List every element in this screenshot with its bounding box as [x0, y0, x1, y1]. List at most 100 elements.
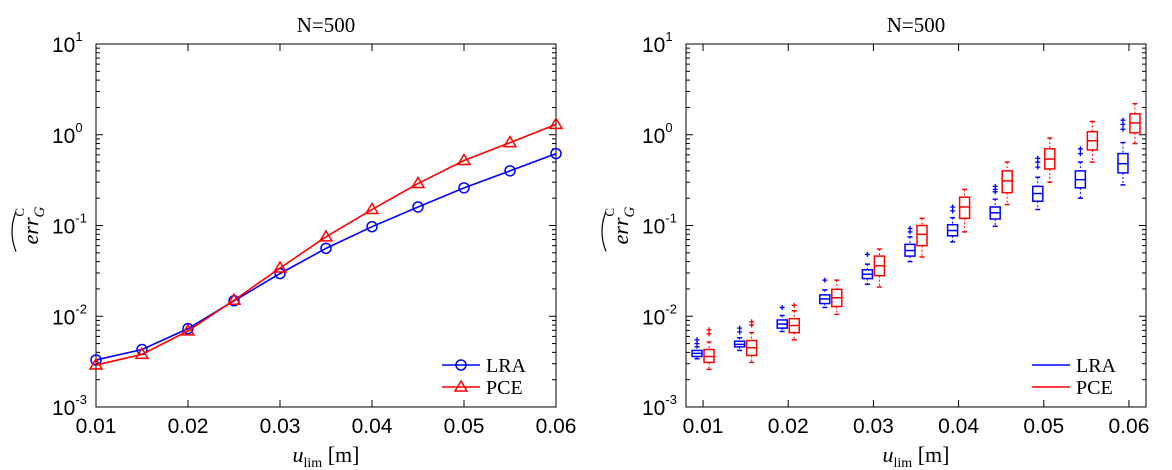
axes-frame	[95, 43, 557, 408]
y-tick-label: 101	[52, 29, 83, 57]
y-tick-exponent: -2	[665, 301, 677, 316]
data-point-LRA	[228, 295, 240, 307]
axes-frame	[685, 43, 1147, 408]
data-point-PCE	[364, 202, 380, 215]
y-tick-label: 10-1	[52, 211, 87, 239]
data-point-PCE	[134, 346, 150, 360]
chart-title: N=500	[297, 13, 356, 37]
box-PCE	[958, 188, 971, 233]
outlier-marker	[1120, 117, 1126, 123]
x-tick-label: 0.06	[1109, 415, 1150, 438]
box-PCE	[916, 217, 928, 258]
data-point-PCE	[410, 176, 426, 189]
svg-text:errGC: errGC	[602, 206, 638, 244]
outlier-marker	[779, 304, 785, 310]
y-tick-label: 100	[52, 120, 83, 148]
data-point-PCE	[502, 135, 518, 148]
outlier-marker	[1120, 121, 1126, 127]
box-LRA	[1032, 155, 1044, 211]
box-PCE	[1086, 120, 1099, 163]
outlier-marker	[791, 302, 797, 308]
data-point-PCE	[456, 153, 472, 166]
box-PCE	[788, 302, 800, 341]
outlier-marker	[1035, 164, 1041, 170]
outlier-marker	[822, 277, 828, 283]
x-tick-label: 0.03	[853, 415, 894, 438]
data-point-LRA	[504, 165, 516, 177]
x-tick-label: 0.01	[76, 415, 117, 438]
y-tick-exponent: -3	[665, 392, 677, 407]
outlier-marker	[907, 225, 913, 231]
chart-1: N=500 1 0 -3 10-2 10-1 100 101 0.01 0.02 0.03 0.04 0…	[11, 13, 577, 470]
y-label-hat	[601, 211, 607, 252]
data-point-LRA	[366, 220, 378, 233]
outlier-marker	[1077, 146, 1083, 152]
x-tick-label: 0.06	[536, 415, 577, 438]
y-tick-exponent: 0	[75, 120, 82, 135]
x-tick-label: 0.03	[260, 415, 301, 438]
box-iqr	[916, 224, 928, 247]
box-LRA	[946, 204, 959, 243]
box-PCE	[745, 319, 758, 364]
box-PCE	[831, 279, 843, 316]
x-tick-label: 0.02	[168, 415, 209, 438]
outlier-marker	[1035, 155, 1041, 161]
y-tick-label: 10-3	[642, 392, 677, 420]
outlier-marker	[1077, 151, 1083, 157]
y-tick-label: 10-2	[642, 301, 677, 329]
x-tick-label: 0.01	[683, 415, 724, 438]
x-tick-label: 0.02	[768, 415, 809, 438]
data-point-PCE	[272, 260, 288, 273]
data-point-PCE	[88, 357, 104, 370]
y-axis-label: errGC	[601, 206, 638, 252]
x-tick-label: 0.05	[1023, 415, 1064, 438]
x-tick-label: 0.04	[352, 415, 393, 438]
y-tick-label: 101	[642, 29, 673, 57]
outlier-marker	[1120, 126, 1126, 132]
y-tick-label: 10-1	[642, 211, 677, 239]
x-axis-label: ulim [m]	[293, 442, 360, 470]
box-iqr	[1001, 170, 1013, 194]
outlier-marker	[950, 204, 956, 210]
data-point-PCE	[548, 116, 564, 130]
chart-title: N=500	[887, 13, 946, 37]
legend-marker	[453, 379, 469, 392]
legend-label-LRA: LRA	[1076, 355, 1117, 377]
data-point-LRA	[412, 201, 424, 213]
outlier-marker	[706, 327, 712, 333]
data-point-LRA	[320, 242, 332, 255]
y-tick-exponent: -3	[75, 392, 87, 407]
box-LRA	[904, 225, 916, 263]
box-LRA	[989, 183, 1001, 228]
outlier-marker	[749, 319, 755, 325]
data-point-LRA	[550, 147, 562, 160]
outlier-marker	[864, 251, 870, 257]
box-PCE	[1044, 137, 1056, 183]
outlier-marker	[737, 325, 743, 331]
outlier-marker	[992, 183, 998, 189]
box-PCE	[873, 248, 886, 288]
legend-label-PCE: PCE	[1076, 377, 1113, 399]
y-tick-exponent: 0	[665, 120, 672, 135]
box-PCE	[1001, 161, 1013, 206]
data-point-PCE	[318, 229, 334, 242]
data-point-LRA	[458, 182, 470, 194]
x-axis-label: ulim [m]	[883, 442, 950, 470]
x-tick-label: 0.05	[444, 415, 485, 438]
box-LRA	[819, 277, 831, 309]
y-tick-label: 10-2	[52, 301, 87, 329]
data-point-PCE	[180, 323, 196, 336]
box-LRA	[1117, 117, 1129, 186]
box-LRA	[691, 337, 703, 360]
series-line-PCE	[95, 123, 557, 366]
box-LRA	[733, 325, 746, 352]
y-tick-label: 100	[642, 120, 673, 148]
legend-label-PCE: PCE	[486, 377, 523, 399]
y-tick-exponent: 1	[75, 29, 82, 44]
legend-label-LRA: LRA	[486, 355, 527, 377]
box-LRA	[1074, 146, 1087, 199]
y-axis-label: errGC	[11, 206, 48, 252]
